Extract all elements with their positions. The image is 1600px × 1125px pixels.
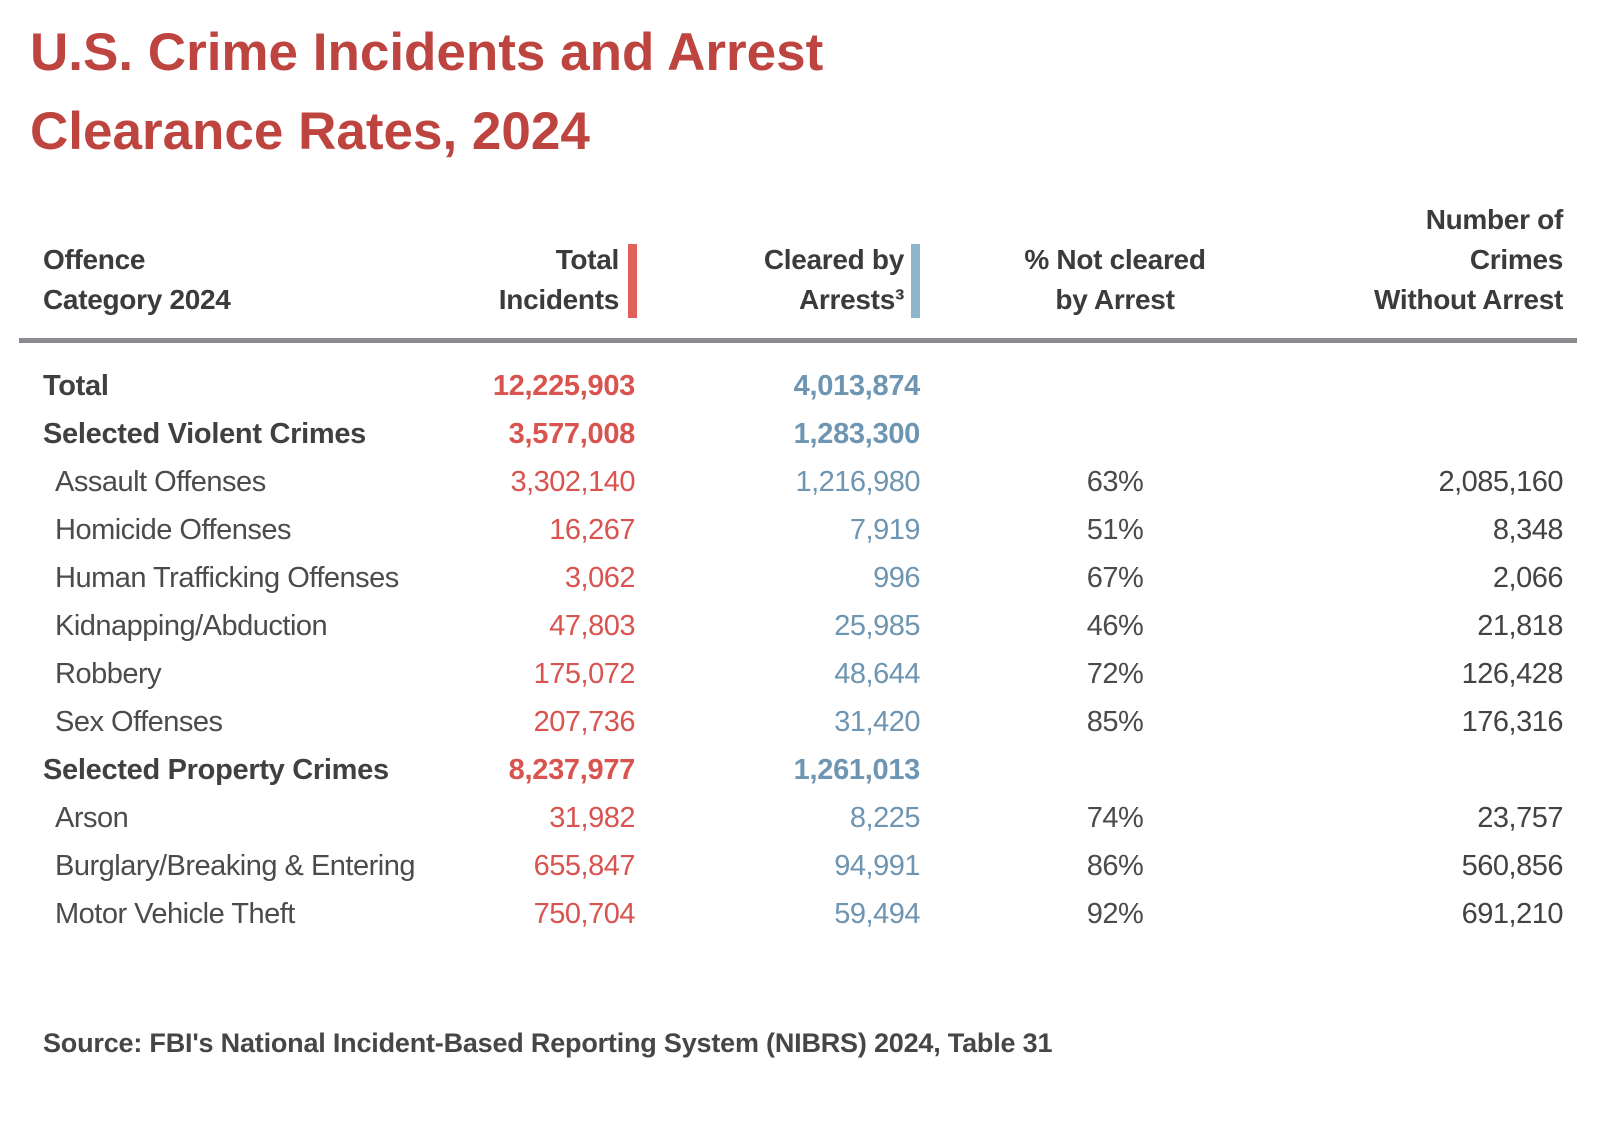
- table-row-motor-vehicle-theft: Motor Vehicle Theft 750,704 59,494 92% 6…: [43, 890, 1564, 938]
- crimes-without-arrest-cell: 176,316: [1461, 705, 1564, 738]
- offence-cell: Selected Property Crimes: [43, 753, 389, 786]
- offence-cell: Human Trafficking Offenses: [55, 561, 399, 594]
- column-header-pct-not-cleared: % Not cleared by Arrest: [1024, 244, 1206, 315]
- pct-not-cleared-cell: 63%: [1086, 465, 1144, 498]
- table-row-sex-offenses: Sex Offenses 207,736 31,420 85% 176,316: [43, 698, 1564, 746]
- table-row-arson: Arson 31,982 8,225 74% 23,757: [43, 794, 1564, 842]
- crimes-without-arrest-cell: 2,066: [1492, 561, 1564, 594]
- total-incidents-cell: 3,302,140: [510, 465, 635, 498]
- cleared-cell: 4,013,874: [793, 369, 921, 402]
- table-row-homicide-offenses: Homicide Offenses 16,267 7,919 51% 8,348: [43, 506, 1564, 554]
- header-divider-rule: [19, 338, 1577, 343]
- total-incidents-cell: 750,704: [533, 897, 636, 930]
- crimes-without-arrest-cell: 21,818: [1477, 609, 1563, 642]
- table-row-selected-violent-crimes: Selected Violent Crimes 3,577,008 1,283,…: [43, 410, 1563, 458]
- table-row-selected-property-crimes: Selected Property Crimes 8,237,977 1,261…: [43, 746, 1563, 794]
- red-column-marker-bar: [628, 244, 637, 318]
- total-incidents-cell: 3,062: [564, 561, 636, 594]
- pct-not-cleared-cell: 67%: [1086, 561, 1144, 594]
- pct-not-cleared-cell: 72%: [1086, 657, 1144, 690]
- offence-cell: Kidnapping/Abduction: [55, 609, 328, 642]
- table-row-total: Total 12,225,903 4,013,874: [43, 362, 1563, 410]
- total-incidents-cell: 12,225,903: [492, 369, 635, 402]
- pct-not-cleared-cell: 92%: [1086, 897, 1144, 930]
- page-title-line1: U.S. Crime Incidents and Arrest: [30, 23, 824, 82]
- total-incidents-cell: 47,803: [549, 609, 635, 642]
- offence-cell: Arson: [55, 801, 129, 834]
- total-incidents-cell: 3,577,008: [508, 417, 636, 450]
- blue-column-marker-bar: [911, 244, 920, 318]
- cleared-cell: 8,225: [849, 801, 921, 834]
- pct-not-cleared-cell: 86%: [1086, 849, 1144, 882]
- table-header-row: Offence Category 2024 Total Incidents Cl…: [43, 200, 1563, 322]
- table-body: Total 12,225,903 4,013,874 Selected Viol…: [43, 362, 1564, 938]
- table-row-robbery: Robbery 175,072 48,644 72% 126,428: [43, 650, 1564, 698]
- cleared-cell: 7,919: [849, 513, 921, 546]
- crimes-without-arrest-cell: 560,856: [1461, 849, 1564, 882]
- pct-not-cleared-cell: 51%: [1086, 513, 1144, 546]
- total-incidents-cell: 31,982: [549, 801, 635, 834]
- cleared-cell: 25,985: [834, 609, 920, 642]
- pct-not-cleared-cell: 85%: [1086, 705, 1144, 738]
- crimes-without-arrest-cell: 2,085,160: [1438, 465, 1563, 498]
- crimes-without-arrest-cell: 8,348: [1492, 513, 1564, 546]
- cleared-cell: 1,261,013: [793, 753, 921, 786]
- page-title: U.S. Crime Incidents and Arrest Clearanc…: [30, 13, 823, 171]
- table-row-burglary-breaking-entering: Burglary/Breaking & Entering 655,847 94,…: [43, 842, 1564, 890]
- cleared-cell: 1,216,980: [795, 465, 920, 498]
- crimes-without-arrest-cell: 23,757: [1477, 801, 1563, 834]
- offence-cell: Total: [43, 369, 109, 402]
- offence-cell: Motor Vehicle Theft: [55, 897, 295, 930]
- offence-cell: Sex Offenses: [55, 705, 223, 738]
- page-title-line2: Clearance Rates, 2024: [30, 102, 590, 161]
- pct-not-cleared-cell: 46%: [1086, 609, 1144, 642]
- offence-cell: Homicide Offenses: [55, 513, 291, 546]
- table-row-assault-offenses: Assault Offenses 3,302,140 1,216,980 63%…: [43, 458, 1564, 506]
- total-incidents-cell: 655,847: [533, 849, 636, 882]
- table-row-kidnapping-abduction: Kidnapping/Abduction 47,803 25,985 46% 2…: [43, 602, 1564, 650]
- cleared-cell: 94,991: [834, 849, 920, 882]
- crimes-without-arrest-cell: 691,210: [1461, 897, 1564, 930]
- cleared-cell: 1,283,300: [793, 417, 921, 450]
- crimes-without-arrest-cell: 126,428: [1461, 657, 1564, 690]
- column-header-crimes-without-arrest: Number of Crimes Without Arrest: [1374, 204, 1563, 315]
- table-row-human-trafficking-offenses: Human Trafficking Offenses 3,062 996 67%…: [43, 554, 1564, 602]
- column-header-total-incidents: Total Incidents: [463, 240, 637, 322]
- pct-not-cleared-cell: 74%: [1086, 801, 1144, 834]
- total-incidents-cell: 8,237,977: [508, 753, 636, 786]
- offence-cell: Robbery: [55, 657, 162, 690]
- column-header-offence-category: Offence Category 2024: [43, 244, 231, 315]
- total-incidents-cell: 207,736: [533, 705, 636, 738]
- cleared-cell: 996: [873, 561, 920, 594]
- offence-cell: Selected Violent Crimes: [43, 417, 366, 450]
- column-header-cleared-by-arrests: Cleared by Arrests³: [635, 240, 920, 322]
- cleared-cell: 31,420: [834, 705, 920, 738]
- total-incidents-cell: 16,267: [549, 513, 635, 546]
- offence-cell: Burglary/Breaking & Entering: [55, 849, 415, 882]
- cleared-cell: 48,644: [834, 657, 920, 690]
- cleared-cell: 59,494: [834, 897, 920, 930]
- total-incidents-cell: 175,072: [533, 657, 636, 690]
- offence-cell: Assault Offenses: [55, 465, 266, 498]
- source-note: Source: FBI's National Incident-Based Re…: [43, 1028, 1053, 1058]
